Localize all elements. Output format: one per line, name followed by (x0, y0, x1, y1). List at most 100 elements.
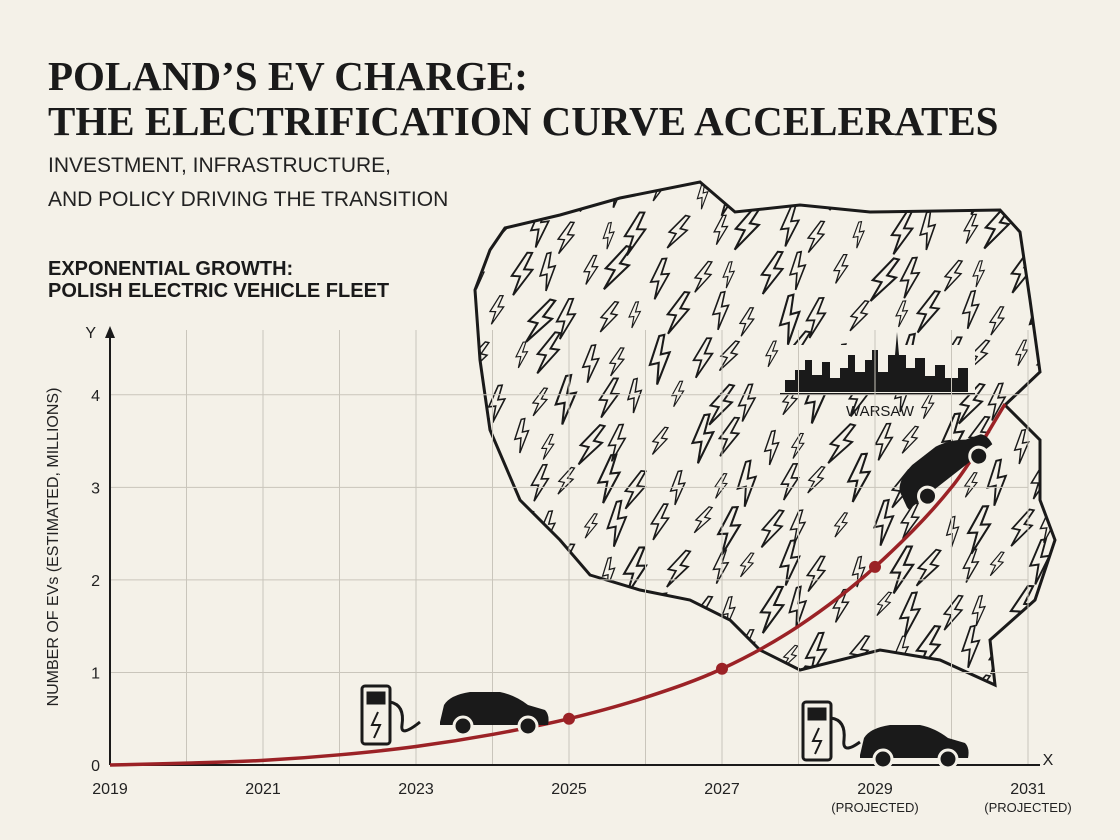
bolt (540, 433, 555, 460)
bolt (1056, 554, 1076, 591)
bolt (509, 251, 535, 296)
bolt (538, 251, 557, 292)
x-tick-sublabel: (PROJECTED) (831, 800, 918, 815)
bolt (737, 383, 757, 422)
bolt (1035, 342, 1055, 385)
bolt (666, 549, 692, 588)
chart-title: POLISH ELECTRIC VEHICLE FLEET (48, 280, 389, 302)
bolt (627, 635, 643, 668)
bolt (945, 515, 960, 548)
bolt (901, 425, 920, 454)
bolt (736, 459, 758, 508)
bolt (919, 210, 937, 251)
bolt (606, 499, 628, 547)
bolt (598, 635, 621, 672)
bolt (764, 340, 779, 368)
city-label: WARSAW (846, 403, 915, 420)
bolt (581, 343, 601, 384)
title: POLAND’S EV CHARGE: (48, 53, 528, 99)
bolt (915, 290, 942, 334)
y-axis-label: NUMBER OF EVs (ESTIMATED, MILLIONS) (45, 388, 62, 707)
bolt (554, 632, 578, 679)
bolt (963, 472, 979, 498)
bolt (649, 503, 671, 541)
bolt (1013, 428, 1030, 465)
bolt (805, 555, 827, 593)
bolt (513, 417, 530, 454)
bolt (889, 545, 916, 594)
bolt (987, 382, 1007, 421)
bolt (648, 333, 672, 385)
bolt (962, 213, 979, 244)
bolt (827, 182, 856, 211)
bolt (535, 331, 562, 375)
bolt (1053, 371, 1055, 423)
data-point (716, 662, 728, 675)
bolt (603, 245, 634, 291)
bolt (806, 220, 826, 254)
bolt (607, 423, 627, 462)
bolt (1029, 216, 1051, 259)
bolt (738, 307, 755, 337)
car-icon (899, 434, 993, 510)
bolt (648, 592, 672, 639)
bolt (782, 644, 799, 669)
bolt (971, 594, 987, 627)
bolt (556, 221, 576, 255)
bolt (1056, 464, 1076, 495)
bolt (805, 296, 827, 339)
y-tick-label: 1 (91, 665, 100, 682)
bolt (733, 204, 763, 251)
bolt (555, 297, 577, 340)
y-tick-label: 4 (91, 388, 100, 405)
bolt (515, 341, 529, 369)
bolt (692, 337, 714, 379)
charger-icon (360, 684, 421, 746)
bolt (580, 665, 601, 685)
bolt (1038, 249, 1055, 290)
bolt (649, 257, 671, 300)
x-tick-label: 2031 (1010, 781, 1046, 798)
bolt (1056, 219, 1075, 253)
x-tick-label: 2019 (92, 781, 128, 798)
bolt (1054, 630, 1055, 677)
bolt (693, 260, 713, 293)
bolt (961, 289, 980, 330)
bolt (790, 182, 806, 206)
bolt (968, 674, 992, 685)
x-axis-letter: X (1043, 752, 1054, 769)
bolt (623, 211, 648, 257)
bolt (669, 469, 686, 506)
bolt (475, 417, 491, 458)
bolt (488, 629, 506, 664)
bolt (599, 300, 620, 333)
bolt (1010, 182, 1035, 208)
bolt (722, 260, 736, 289)
y-tick-label: 2 (91, 573, 100, 590)
bolt (532, 645, 549, 670)
bolt (535, 589, 563, 628)
bolt (601, 556, 616, 589)
bolt (597, 377, 621, 419)
bolt (788, 585, 808, 630)
bolt (941, 671, 965, 685)
bolt (1040, 182, 1055, 205)
bolt (596, 453, 622, 504)
bolt (511, 182, 535, 211)
bolt (716, 505, 742, 556)
bolt (874, 422, 894, 461)
bolt (653, 682, 666, 685)
bolt (628, 301, 642, 329)
bolt (804, 631, 828, 678)
y-tick-label: 3 (91, 480, 100, 497)
bolt (789, 509, 807, 545)
bolt (670, 380, 685, 408)
bolt (827, 423, 857, 464)
bolt (609, 592, 626, 618)
bolt (779, 204, 801, 247)
bolt (717, 416, 741, 457)
bolt (852, 220, 866, 249)
bolt (651, 426, 670, 455)
bolt (966, 505, 992, 555)
bolt (666, 214, 691, 249)
